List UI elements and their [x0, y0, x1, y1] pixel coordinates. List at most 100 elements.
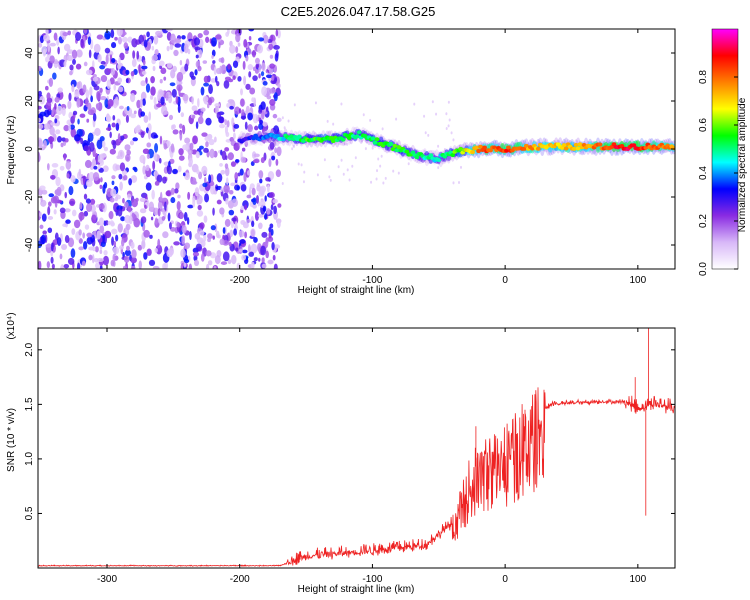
noise-speckle	[144, 204, 147, 209]
noise-speckle	[137, 244, 143, 251]
noise-speckle	[103, 146, 109, 152]
noise-speckle	[112, 246, 120, 255]
noise-speckle	[184, 63, 189, 72]
noise-speckle	[269, 54, 274, 59]
noise-speckle	[250, 243, 258, 254]
noise-speckle	[246, 219, 251, 223]
noise-speckle	[165, 93, 169, 102]
noise-speckle	[206, 103, 210, 109]
noise-speckle	[175, 95, 179, 105]
noise-speckle	[43, 34, 50, 42]
noise-speckle	[227, 259, 232, 265]
noise-speckle	[342, 172, 345, 176]
noise-speckle	[133, 167, 138, 173]
noise-speckle	[258, 108, 263, 114]
noise-speckle	[215, 230, 220, 239]
noise-speckle	[244, 121, 248, 130]
noise-speckle	[65, 219, 71, 224]
noise-speckle	[268, 191, 275, 199]
noise-speckle	[111, 228, 118, 235]
noise-speckle	[82, 84, 87, 94]
noise-speckle	[192, 251, 200, 257]
noise-speckle	[273, 205, 277, 215]
ridge-cell	[436, 158, 442, 163]
noise-speckle	[228, 190, 234, 195]
noise-speckle	[84, 224, 90, 230]
noise-speckle	[57, 87, 64, 93]
x-tick-label: 100	[629, 574, 646, 585]
noise-speckle	[197, 33, 203, 39]
noise-speckle	[115, 234, 119, 242]
noise-speckle	[179, 131, 183, 141]
noise-speckle	[225, 177, 229, 185]
noise-speckle	[240, 219, 246, 225]
noise-speckle	[219, 207, 225, 215]
noise-speckle	[177, 165, 182, 173]
noise-speckle	[152, 265, 160, 269]
noise-speckle	[201, 132, 208, 137]
noise-speckle	[97, 164, 101, 170]
noise-speckle	[59, 207, 66, 214]
noise-speckle	[252, 159, 260, 164]
noise-speckle	[247, 64, 254, 71]
noise-speckle	[196, 200, 201, 205]
noise-speckle	[38, 152, 41, 162]
noise-speckle	[70, 248, 76, 259]
noise-speckle	[53, 58, 59, 69]
noise-speckle	[265, 177, 271, 182]
noise-speckle	[116, 29, 123, 37]
noise-speckle	[458, 181, 461, 185]
snr-series-line	[38, 328, 675, 567]
noise-speckle	[159, 90, 165, 96]
noise-speckle	[92, 247, 96, 252]
noise-speckle	[231, 198, 239, 207]
noise-speckle	[77, 118, 80, 125]
noise-speckle	[337, 165, 340, 169]
noise-speckle	[154, 48, 159, 56]
ridge-cell	[428, 153, 434, 158]
noise-speckle	[103, 250, 108, 256]
noise-speckle	[199, 145, 204, 150]
noise-speckle	[163, 111, 169, 115]
noise-speckle	[162, 207, 165, 215]
noise-speckle	[219, 65, 222, 75]
noise-speckle	[116, 155, 121, 160]
noise-speckle	[437, 166, 440, 170]
noise-speckle	[47, 136, 55, 143]
noise-speckle	[380, 154, 383, 158]
y-tick-label: -40	[24, 237, 35, 252]
noise-speckle	[271, 155, 276, 161]
noise-speckle	[248, 29, 255, 32]
noise-speckle	[119, 181, 123, 191]
noise-speckle	[171, 88, 177, 98]
noise-speckle	[194, 69, 198, 76]
noise-speckle	[230, 182, 235, 187]
noise-speckle	[50, 175, 56, 180]
noise-speckle	[329, 178, 332, 182]
noise-speckle	[208, 138, 215, 146]
noise-speckle	[178, 86, 181, 96]
noise-speckle	[219, 238, 225, 246]
noise-speckle	[193, 259, 200, 267]
noise-speckle	[248, 71, 252, 78]
noise-speckle	[253, 237, 258, 243]
noise-speckle	[132, 137, 138, 142]
noise-speckle	[95, 152, 99, 163]
noise-speckle	[100, 96, 107, 101]
noise-speckle	[99, 136, 105, 142]
noise-speckle	[209, 148, 215, 159]
ridge-cell	[575, 146, 581, 151]
noise-speckle	[195, 151, 200, 159]
noise-speckle	[238, 108, 242, 114]
noise-speckle	[89, 141, 95, 152]
noise-speckle	[78, 246, 85, 251]
noise-speckle	[184, 172, 191, 181]
noise-speckle	[188, 157, 193, 166]
noise-speckle	[111, 41, 117, 49]
snr-y-multiplier: (x10⁴)	[6, 312, 17, 339]
noise-speckle	[173, 49, 179, 57]
noise-speckle	[197, 65, 202, 72]
noise-speckle	[99, 249, 103, 254]
noise-speckle	[76, 81, 81, 89]
noise-speckle	[258, 213, 264, 218]
